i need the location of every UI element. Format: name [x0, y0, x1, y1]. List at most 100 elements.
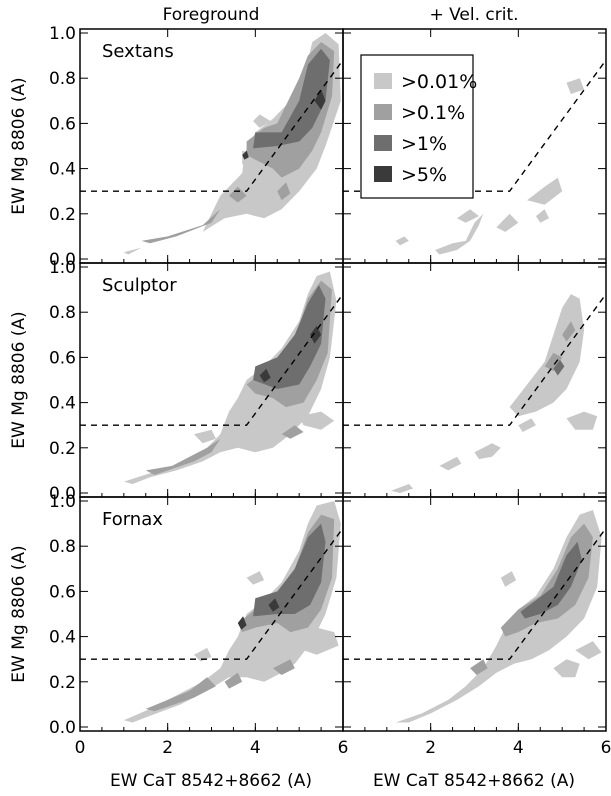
y-tick-label: 0.2	[49, 673, 76, 693]
density-region-level-3	[259, 368, 271, 383]
density-region-level-0	[566, 411, 598, 430]
density-region-level-0	[496, 213, 519, 232]
y-axis-title: EW Mg 8806 (A)	[9, 77, 29, 214]
density-region-level-3	[268, 598, 280, 612]
density-region-level-0	[518, 418, 536, 432]
density-region-level-0	[527, 177, 563, 205]
legend-swatch	[374, 166, 392, 182]
x-axis-title-right: EW CaT 8542+8662 (A)	[373, 771, 575, 791]
legend-swatch	[374, 73, 392, 89]
density-region-level-0	[535, 209, 549, 223]
panel-velocity-2	[343, 510, 606, 723]
y-axis-title: EW Mg 8806 (A)	[9, 545, 29, 682]
panel-velocity-0	[343, 59, 606, 255]
criterion-dashed-line	[80, 293, 343, 426]
density-region-level-2	[253, 523, 326, 617]
density-region-level-1	[272, 659, 295, 675]
density-region-level-1	[281, 425, 304, 439]
legend: >0.01% >0.1% >1% >5%	[360, 54, 477, 199]
x-tick-label: 6	[601, 738, 611, 758]
legend-label: >5%	[401, 164, 447, 186]
y-tick-label: 0.2	[49, 439, 76, 459]
density-region-level-0	[395, 236, 409, 246]
density-region-level-1	[145, 677, 216, 712]
y-tick-label: 0.4	[49, 628, 76, 648]
panel-fornax	[80, 501, 343, 723]
density-region-level-1	[229, 186, 247, 203]
density-region-level-2	[253, 285, 326, 389]
panel-grid: 0.0 0.2 0.4 0.6 0.8 1.0 EW Mg 8806 (A) Sextans 0…	[9, 24, 611, 758]
criterion-dashed-line	[343, 527, 606, 660]
density-region-level-3	[314, 89, 326, 110]
density-region-level-2	[553, 359, 565, 376]
density-region-level-1	[470, 659, 488, 675]
x-tick-label: 2	[425, 738, 436, 758]
panel-velocity-1	[343, 293, 606, 493]
y-tick-label: 0.0	[49, 484, 76, 504]
panel-sextans	[80, 33, 343, 255]
criterion-dashed-line	[80, 527, 343, 660]
density-region-level-0	[194, 429, 216, 444]
criterion-dashed-line	[80, 59, 343, 192]
density-region-level-1	[562, 321, 576, 342]
density-region-level-0	[439, 456, 462, 471]
density-region-level-2	[520, 541, 582, 619]
x-tick-label: 2	[162, 738, 173, 758]
y-tick-label: 1.0	[49, 492, 76, 512]
y-tick-label: 0.0	[49, 718, 76, 738]
density-region-level-0	[299, 627, 339, 655]
density-region-level-3	[237, 616, 247, 630]
y-tick-label: 1.0	[49, 24, 76, 44]
density-region-level-1	[544, 352, 563, 371]
x-tick-label: 0	[75, 738, 86, 758]
density-region-level-0	[575, 641, 602, 660]
density-region-level-0	[457, 209, 479, 223]
density-region-level-1	[224, 672, 243, 689]
y-tick-label: 0.6	[49, 348, 76, 368]
panel-name-label: Fornax	[102, 509, 163, 530]
panel-name-label: Sextans	[102, 41, 174, 62]
density-region-level-0	[253, 114, 271, 128]
y-tick-label: 0.8	[49, 537, 76, 557]
y-tick-label: 0.2	[49, 205, 76, 225]
legend-label: >1%	[401, 133, 447, 155]
panel-sculptor	[80, 271, 343, 484]
y-tick-label: 1.0	[49, 258, 76, 278]
density-region-level-0	[566, 78, 585, 94]
x-tick-label: 6	[338, 738, 349, 758]
density-region-level-0	[194, 647, 212, 662]
panel-name-label: Sculptor	[102, 275, 177, 296]
density-region-level-0	[474, 443, 501, 460]
legend-label: >0.1%	[401, 102, 465, 124]
legend-swatch	[374, 104, 392, 120]
y-axis-title: EW Mg 8806 (A)	[9, 311, 29, 448]
x-tick-label: 4	[513, 738, 524, 758]
density-region-level-0	[435, 213, 484, 255]
legend-swatch	[374, 135, 392, 151]
density-region-level-3	[242, 150, 249, 160]
y-tick-label: 0.8	[49, 303, 76, 323]
x-axis-title-left: EW CaT 8542+8662 (A)	[110, 771, 312, 791]
y-tick-label: 0.0	[49, 250, 76, 270]
density-region-level-0	[246, 571, 265, 585]
density-region-level-0	[299, 411, 335, 430]
density-region-level-1	[145, 438, 221, 475]
y-tick-label: 0.4	[49, 160, 76, 180]
density-region-level-1	[277, 182, 291, 201]
density-region-level-0	[500, 571, 517, 587]
density-region-level-0	[509, 294, 585, 417]
criterion-dashed-line	[343, 293, 606, 426]
y-tick-label: 0.8	[49, 69, 76, 89]
x-tick-label: 4	[250, 738, 261, 758]
y-tick-label: 0.4	[49, 394, 76, 414]
density-region-level-3	[310, 325, 322, 344]
column-title-foreground: Foreground	[163, 5, 260, 25]
density-region-level-0	[123, 33, 341, 255]
density-region-level-1	[141, 209, 221, 244]
density-region-level-0	[391, 484, 414, 493]
legend-label: >0.01%	[401, 71, 477, 93]
y-tick-label: 0.6	[49, 582, 76, 602]
y-tick-label: 0.6	[49, 114, 76, 134]
density-region-level-2	[253, 48, 330, 149]
